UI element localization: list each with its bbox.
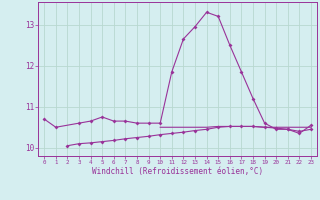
X-axis label: Windchill (Refroidissement éolien,°C): Windchill (Refroidissement éolien,°C) <box>92 167 263 176</box>
